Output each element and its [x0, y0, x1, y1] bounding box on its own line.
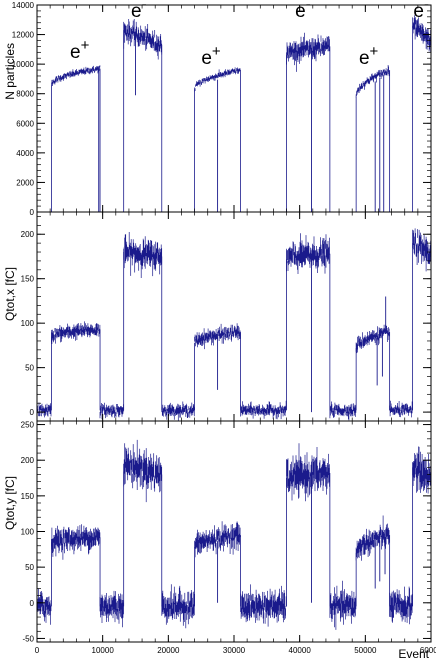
trace-segment: [37, 588, 52, 625]
trace-segment: [51, 524, 101, 560]
y-tick-label: 12000: [12, 31, 35, 40]
x-tick-label: 50000: [354, 646, 377, 655]
trace-segment: [286, 443, 330, 502]
trace-segment: [37, 402, 52, 418]
trace-segment: [51, 65, 101, 86]
trace-segment: [389, 586, 413, 625]
panel-qtot-x: 0 50 100 150 200 Qtot,x [fC]: [3, 211, 432, 422]
particle-label: e-: [131, 0, 147, 22]
x-tick-label: 10000: [92, 646, 115, 655]
particle-label: e+: [70, 37, 90, 63]
plot-frame: [36, 4, 432, 213]
y-tick-label: 50: [25, 364, 34, 373]
trace-segment: [355, 515, 390, 561]
trace-segment: [51, 321, 101, 344]
y-tick-label: 10000: [12, 60, 35, 69]
y-tick-label: 14000: [12, 1, 35, 10]
data-trace: [37, 228, 431, 421]
y-tick-label: 6000: [16, 119, 34, 128]
trace-segment: [412, 15, 431, 53]
y-tick-label: 0: [30, 599, 35, 608]
particle-label: e-: [295, 0, 311, 22]
y-axis-label: Qtot,y [fC]: [3, 476, 17, 530]
x-tick-label: 30000: [223, 646, 246, 655]
x-tick-label: 20000: [157, 646, 180, 655]
trace-segment: [123, 19, 163, 60]
plot-frame: [36, 211, 432, 422]
y-tick-label: 200: [21, 230, 35, 239]
trace-segment: [329, 580, 357, 630]
trace-segment: [240, 400, 287, 420]
trace-segment: [355, 324, 390, 354]
particle-label: e+: [359, 43, 379, 69]
trace-segment: [389, 400, 413, 418]
data-trace: [37, 439, 431, 630]
trace-segment: [99, 402, 124, 420]
trace-segment: [161, 584, 195, 629]
y-tick-label: 250: [21, 421, 35, 430]
x-tick-label: 0: [35, 646, 40, 655]
y-tick-label: 150: [21, 275, 35, 284]
y-tick-label: 0: [30, 408, 35, 417]
y-tick-label: 0: [30, 208, 35, 217]
y-tick-label: -50: [22, 634, 34, 643]
trace-segment: [161, 401, 195, 421]
x-tick-label: 40000: [289, 646, 312, 655]
y-tick-label: 4000: [16, 149, 34, 158]
trace-segment: [355, 65, 390, 98]
particle-label: e+: [201, 43, 221, 69]
y-tick-label: 150: [21, 492, 35, 501]
trace-segment: [99, 590, 124, 628]
y-tick-label: 50: [25, 563, 34, 572]
panel-n-particles: 0 2000 4000 6000 8000 10000 12000 14000 N partic…: [3, 0, 432, 217]
trace-segment: [194, 323, 241, 350]
particle-label: e-: [413, 0, 429, 22]
y-tick-label: 100: [21, 528, 35, 537]
x-axis-label: Event: [398, 647, 429, 660]
trace-segment: [286, 233, 330, 274]
trace-segment: [240, 584, 287, 627]
trace-segment: [123, 439, 163, 503]
y-tick-label: 100: [21, 319, 35, 328]
trace-segment: [412, 446, 431, 494]
trace-segment: [194, 521, 241, 558]
y-tick-label: 2000: [16, 178, 34, 187]
trace-segment: [286, 32, 330, 72]
y-axis-label: Qtot,x [fC]: [3, 267, 17, 321]
y-tick-label: 8000: [16, 90, 34, 99]
trace-segment: [194, 67, 241, 92]
y-axis-label: N particles: [3, 43, 17, 100]
trace-segment: [123, 232, 163, 278]
trace-segment: [329, 401, 357, 421]
y-tick-label: 200: [21, 456, 35, 465]
trace-segment: [412, 228, 431, 272]
x-tick-label: 60000: [420, 646, 436, 655]
data-trace: [51, 15, 431, 212]
